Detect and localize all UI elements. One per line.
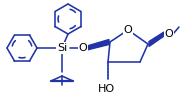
Text: O: O [79,43,87,53]
Text: Si: Si [57,43,67,53]
Text: O: O [124,25,132,35]
Polygon shape [87,39,109,50]
Text: HO: HO [97,84,114,94]
Polygon shape [149,32,164,47]
Text: O: O [165,29,173,39]
